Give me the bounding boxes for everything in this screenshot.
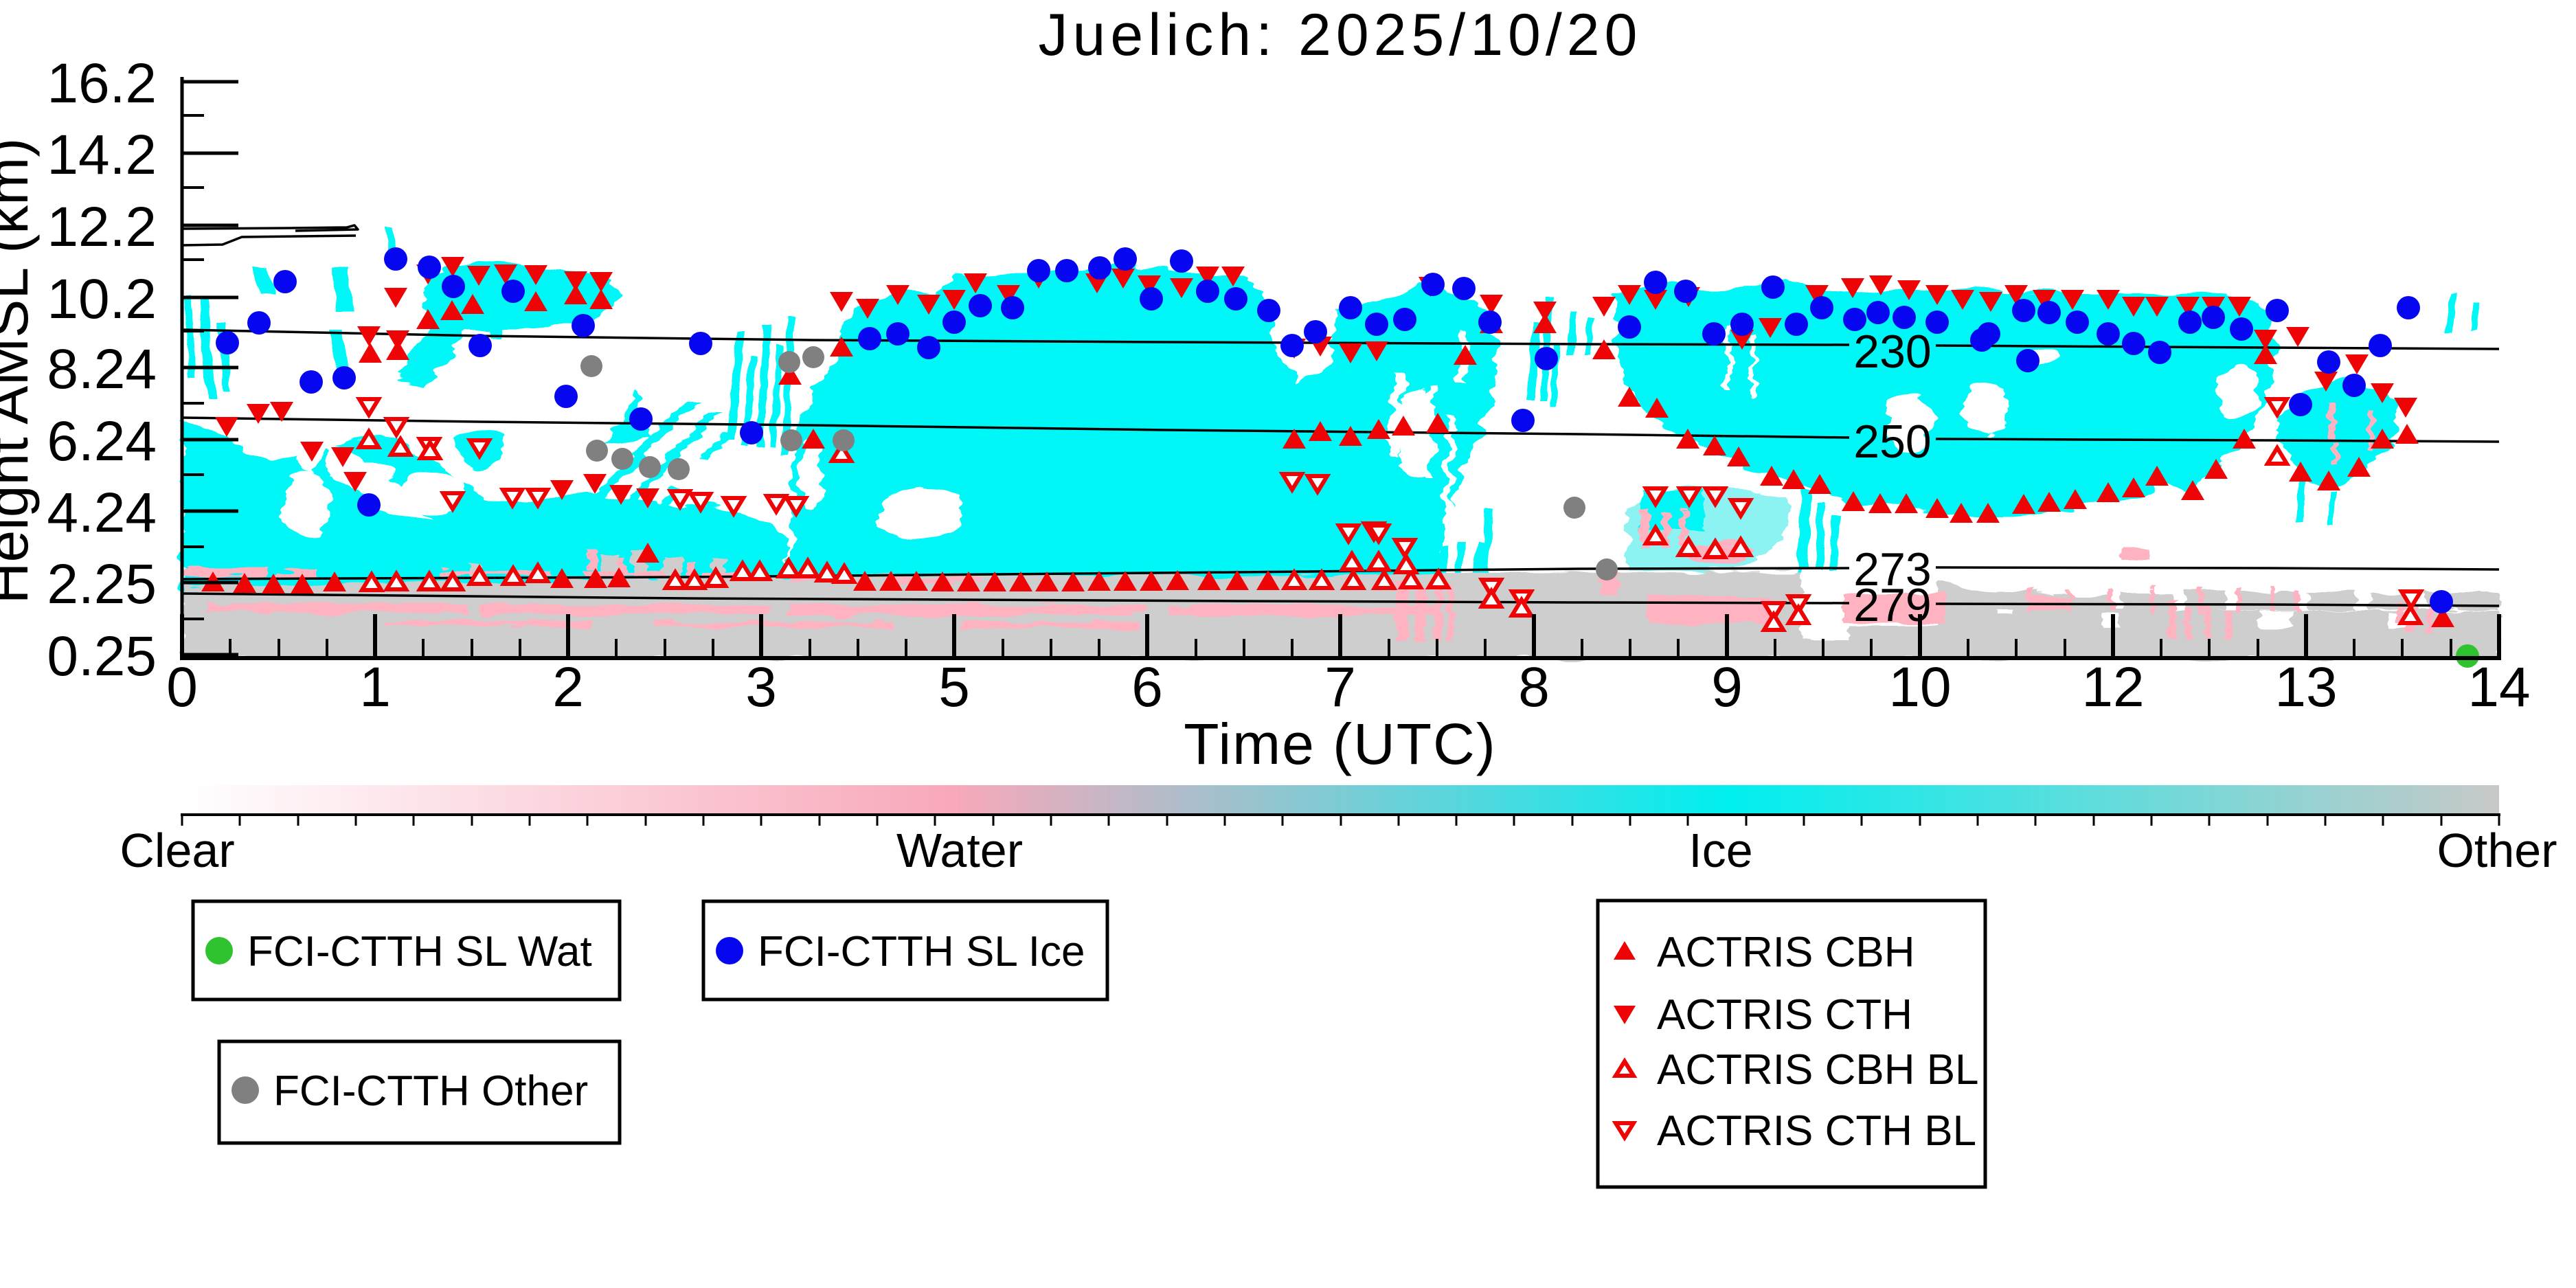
svg-text:8.24: 8.24 <box>47 338 157 400</box>
svg-text:2.25: 2.25 <box>47 553 157 615</box>
svg-text:12: 12 <box>2081 656 2144 719</box>
svg-text:ACTRIS CTH: ACTRIS CTH <box>1657 991 1912 1039</box>
svg-text:6.24: 6.24 <box>47 410 157 473</box>
svg-text:Clear: Clear <box>120 824 234 877</box>
svg-text:230: 230 <box>1853 326 1931 378</box>
svg-text:ACTRIS CBH: ACTRIS CBH <box>1657 929 1914 976</box>
svg-text:9: 9 <box>1711 656 1743 719</box>
svg-text:Ice: Ice <box>1688 824 1752 877</box>
svg-text:14: 14 <box>2467 656 2530 719</box>
svg-text:8: 8 <box>1518 656 1550 719</box>
svg-text:6: 6 <box>1131 656 1163 719</box>
svg-text:Juelich: 2025/10/20: Juelich: 2025/10/20 <box>1039 2 1642 68</box>
svg-text:7: 7 <box>1324 656 1356 719</box>
svg-text:1: 1 <box>359 656 391 719</box>
svg-text:12.2: 12.2 <box>47 196 157 258</box>
svg-text:5: 5 <box>938 656 970 719</box>
svg-text:Water: Water <box>896 824 1023 877</box>
svg-text:273: 273 <box>1853 543 1931 596</box>
svg-text:Time (UTC): Time (UTC) <box>1184 712 1496 776</box>
svg-text:10.2: 10.2 <box>47 268 157 330</box>
svg-text:Other: Other <box>2437 824 2557 877</box>
svg-text:FCI-CTTH Other: FCI-CTTH Other <box>273 1067 588 1115</box>
svg-text:250: 250 <box>1853 416 1931 468</box>
svg-text:Height AMSL (km): Height AMSL (km) <box>0 138 40 604</box>
svg-text:FCI-CTTH SL Ice: FCI-CTTH SL Ice <box>758 928 1085 975</box>
svg-text:14.2: 14.2 <box>47 124 157 186</box>
svg-text:0: 0 <box>166 656 198 719</box>
svg-text:ACTRIS CBH BL: ACTRIS CBH BL <box>1657 1046 1979 1094</box>
svg-text:ACTRIS CTH BL: ACTRIS CTH BL <box>1657 1107 1976 1155</box>
svg-text:10: 10 <box>1888 656 1951 719</box>
svg-text:13: 13 <box>2274 656 2337 719</box>
svg-text:FCI-CTTH SL Wat: FCI-CTTH SL Wat <box>247 928 592 975</box>
svg-text:0.25: 0.25 <box>47 625 157 688</box>
svg-text:2: 2 <box>552 656 584 719</box>
svg-text:16.2: 16.2 <box>47 52 157 115</box>
svg-text:3: 3 <box>745 656 777 719</box>
svg-text:4.24: 4.24 <box>47 482 157 544</box>
